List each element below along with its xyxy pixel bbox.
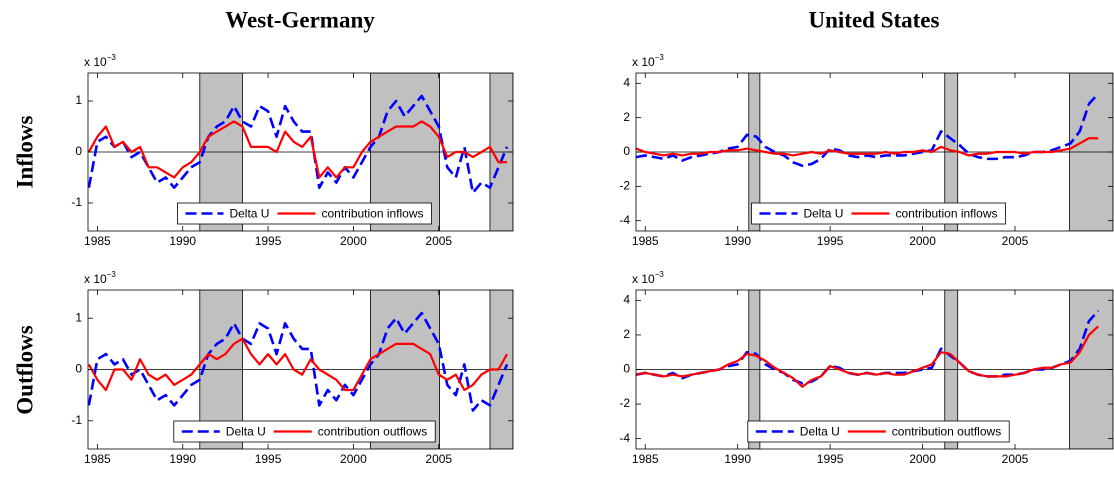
axis-multiplier: x 10−3 — [632, 53, 664, 69]
legend: Delta U contribution inflows — [751, 202, 1006, 225]
y-tick-label: -2 — [619, 396, 630, 410]
x-tick-label: 1990 — [169, 452, 196, 466]
legend-label: Delta U — [229, 207, 269, 221]
axis-multiplier: x 10−3 — [84, 53, 116, 69]
data-line — [88, 94, 509, 195]
row-title: Inflows — [12, 116, 37, 189]
x-tick-label: 2000 — [340, 234, 367, 248]
axis-multiplier: x 10−3 — [84, 270, 116, 286]
y-tick-label: 0 — [623, 144, 630, 158]
x-tick-label: 1995 — [817, 234, 844, 248]
x-tick-label: 1995 — [255, 234, 282, 248]
y-tick-label: -4 — [619, 213, 630, 227]
x-tick-label: 2000 — [909, 234, 936, 248]
legend: Delta U contribution inflows — [177, 202, 432, 225]
multiplier-exponent: −3 — [107, 270, 117, 279]
x-tick-label: 1990 — [724, 234, 751, 248]
data-line — [88, 311, 509, 412]
column-title: United States — [809, 7, 940, 32]
x-tick-label: 1995 — [255, 452, 282, 466]
multiplier-base: x 10 — [84, 55, 107, 69]
axis-multiplier: x 10−3 — [632, 270, 664, 286]
x-tick-label: 1990 — [169, 234, 196, 248]
y-tick-label: -1 — [71, 413, 82, 427]
x-tick-label: 1985 — [632, 234, 659, 248]
legend-label: Delta U — [803, 207, 843, 221]
x-tick-label: 1985 — [84, 452, 111, 466]
legend: Delta U contribution outflows — [173, 420, 436, 443]
legend-label: contribution inflows — [895, 207, 997, 221]
y-tick-label: -1 — [71, 195, 82, 209]
x-tick-label: 2005 — [425, 452, 452, 466]
x-tick-label: 2005 — [1002, 234, 1029, 248]
y-tick-label: 0 — [75, 144, 82, 158]
multiplier-exponent: −3 — [107, 53, 117, 62]
legend-label: Delta U — [800, 425, 840, 439]
subplot: -1 0 1 1985 1990 1995 2000 2005 x 10−3 Delta U con… — [71, 270, 514, 466]
legend: Delta U contribution outflows — [747, 420, 1010, 443]
y-tick-label: 4 — [623, 293, 630, 307]
legend-label: contribution outflows — [892, 425, 1001, 439]
multiplier-base: x 10 — [632, 272, 655, 286]
column-title: West-Germany — [225, 7, 375, 32]
multiplier-base: x 10 — [632, 55, 655, 69]
data-line — [636, 92, 1100, 168]
y-tick-label: 1 — [75, 310, 82, 324]
y-tick-label: -2 — [619, 179, 630, 193]
data-line — [88, 120, 508, 179]
row-title: Outflows — [12, 325, 37, 415]
plot-content — [636, 290, 1113, 449]
y-tick-label: 2 — [623, 327, 630, 341]
legend-label: Delta U — [226, 425, 266, 439]
subplot: -4 -2 0 2 4 1985 1990 1995 2000 2005 x 10−3 Delta U… — [619, 53, 1114, 248]
multiplier-exponent: −3 — [655, 270, 665, 279]
y-tick-label: 1 — [75, 93, 82, 107]
data-line — [88, 337, 508, 392]
data-line — [636, 137, 1099, 157]
x-tick-label: 2000 — [340, 452, 367, 466]
multiplier-exponent: −3 — [655, 53, 665, 62]
x-tick-label: 2005 — [1002, 452, 1029, 466]
x-tick-label: 1995 — [817, 452, 844, 466]
legend-label: contribution inflows — [321, 207, 423, 221]
y-tick-label: 4 — [623, 75, 630, 89]
x-tick-label: 1985 — [84, 234, 111, 248]
legend-label: contribution outflows — [318, 425, 427, 439]
x-tick-label: 1990 — [724, 452, 751, 466]
x-tick-label: 2000 — [909, 452, 936, 466]
data-line — [636, 325, 1099, 388]
x-tick-label: 2005 — [425, 234, 452, 248]
multiplier-base: x 10 — [84, 272, 107, 286]
y-tick-label: 0 — [75, 362, 82, 376]
subplot: -1 0 1 1985 1990 1995 2000 2005 x 10−3 Delta U con… — [71, 53, 514, 248]
y-tick-label: 2 — [623, 110, 630, 124]
y-tick-label: 0 — [623, 362, 630, 376]
x-tick-label: 1985 — [632, 452, 659, 466]
subplot: -4 -2 0 2 4 1985 1990 1995 2000 2005 x 10−3 Delta U… — [619, 270, 1114, 466]
y-tick-label: -4 — [619, 431, 630, 445]
plot-content — [636, 73, 1113, 231]
